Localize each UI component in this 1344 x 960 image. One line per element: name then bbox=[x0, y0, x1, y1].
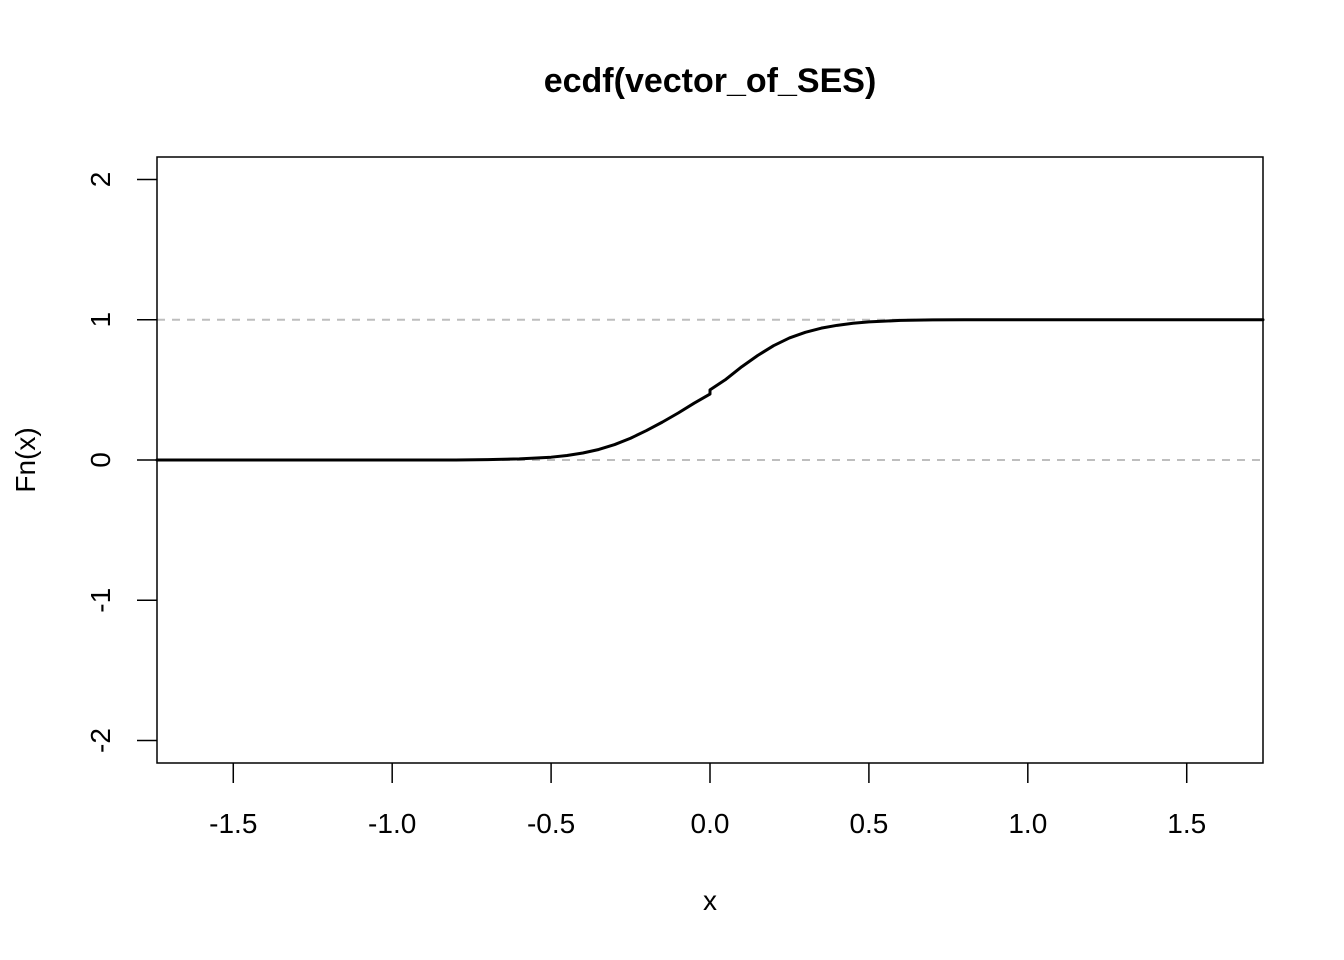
y-tick-label: 0 bbox=[85, 452, 116, 468]
x-tick-label: 0.5 bbox=[849, 808, 888, 839]
y-tick-label: 1 bbox=[85, 312, 116, 328]
x-tick-label: -0.5 bbox=[527, 808, 575, 839]
ecdf-series-line bbox=[155, 318, 1265, 462]
x-tick-label: 1.5 bbox=[1167, 808, 1206, 839]
y-tick-label: 2 bbox=[85, 172, 116, 188]
y-axis: -2 -1 0 1 2 bbox=[85, 172, 157, 753]
x-tick-label: 0.0 bbox=[691, 808, 730, 839]
chart-title: ecdf(vector_of_SES) bbox=[544, 62, 877, 100]
y-tick-label: -2 bbox=[85, 728, 116, 753]
x-axis-label: x bbox=[703, 885, 717, 916]
y-axis-label: Fn(x) bbox=[10, 427, 41, 492]
x-tick-label: -1.0 bbox=[368, 808, 416, 839]
series-layer bbox=[155, 318, 1265, 462]
y-tick-label: -1 bbox=[85, 588, 116, 613]
x-tick-label: 1.0 bbox=[1008, 808, 1047, 839]
x-tick-label: -1.5 bbox=[209, 808, 257, 839]
x-axis: -1.5 -1.0 -0.5 0.0 0.5 1.0 1.5 bbox=[209, 763, 1206, 839]
